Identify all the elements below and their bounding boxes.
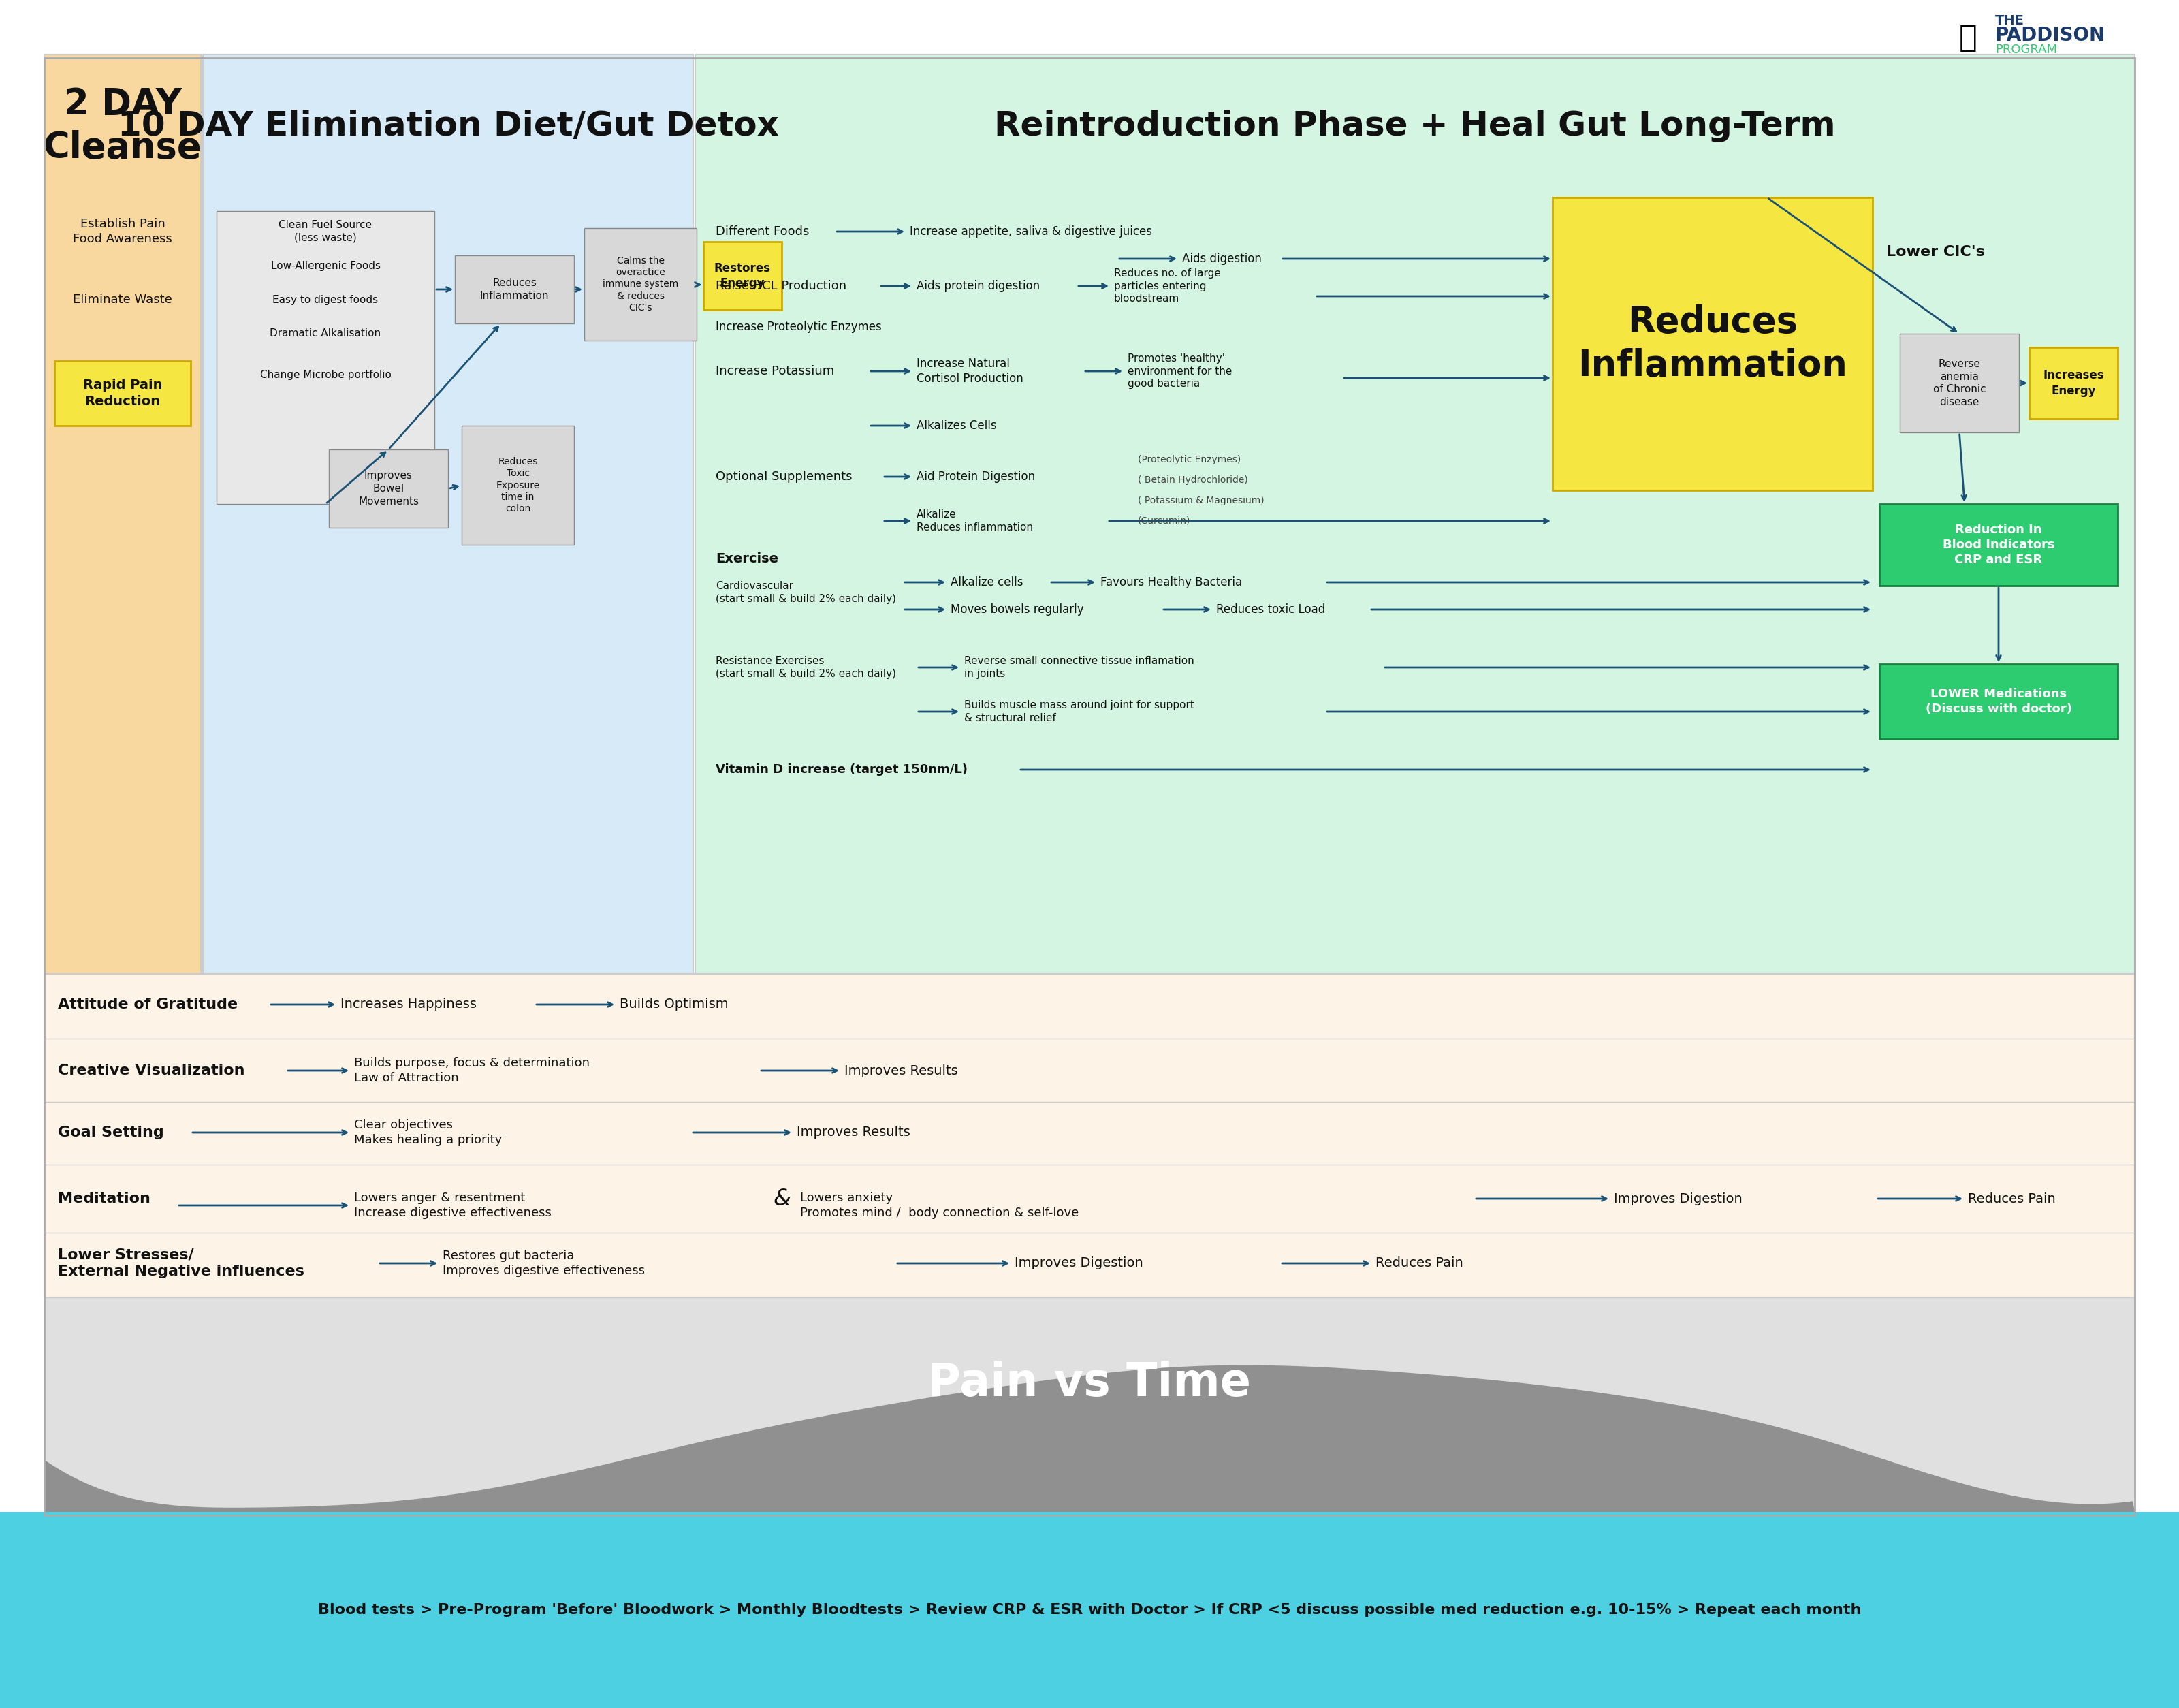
Text: &: & xyxy=(774,1187,791,1209)
Text: Increase appetite, saliva & digestive juices: Increase appetite, saliva & digestive ju… xyxy=(911,225,1153,237)
Bar xyxy=(1551,198,1872,490)
Text: Moves bowels regularly: Moves bowels regularly xyxy=(950,603,1083,615)
Text: Aids protein digestion: Aids protein digestion xyxy=(917,280,1039,292)
Text: Low-Allergenic Foods: Low-Allergenic Foods xyxy=(270,261,381,270)
Text: Reduces
Inflammation: Reduces Inflammation xyxy=(479,278,549,301)
Text: Alkalizes Cells: Alkalizes Cells xyxy=(917,420,996,432)
Text: LOWER Medications
(Discuss with doctor): LOWER Medications (Discuss with doctor) xyxy=(1926,688,2072,716)
Text: Reduces no. of large
particles entering
bloodstream: Reduces no. of large particles entering … xyxy=(1113,268,1220,304)
Text: Dramatic Alkalisation: Dramatic Alkalisation xyxy=(270,328,381,338)
Text: Reverse
anemia
of Chronic
disease: Reverse anemia of Chronic disease xyxy=(1933,359,1985,407)
Bar xyxy=(203,55,693,974)
Bar xyxy=(44,1298,2135,1512)
Text: Attitude of Gratitude: Attitude of Gratitude xyxy=(59,997,238,1011)
Text: Reduction In
Blood Indicators
CRP and ESR: Reduction In Blood Indicators CRP and ES… xyxy=(1941,524,2055,565)
Text: Cardiovascular
(start small & build 2% each daily): Cardiovascular (start small & build 2% e… xyxy=(715,581,896,605)
Bar xyxy=(455,256,573,323)
Text: Lower Stresses/
External Negative influences: Lower Stresses/ External Negative influe… xyxy=(59,1249,305,1279)
Text: Improves Digestion: Improves Digestion xyxy=(1015,1257,1144,1269)
Text: Lowers anxiety
Promotes mind /  body connection & self-love: Lowers anxiety Promotes mind / body conn… xyxy=(800,1192,1079,1220)
Text: Improves
Bowel
Movements: Improves Bowel Movements xyxy=(357,471,418,506)
Text: Improves Results: Improves Results xyxy=(798,1126,911,1139)
Text: Goal Setting: Goal Setting xyxy=(59,1126,163,1139)
Text: Reverse small connective tissue inflamation
in joints: Reverse small connective tissue inflamat… xyxy=(963,656,1194,678)
Text: Increases Happiness: Increases Happiness xyxy=(340,997,477,1011)
Text: Clear objectives
Makes healing a priority: Clear objectives Makes healing a priorit… xyxy=(353,1119,501,1146)
Bar xyxy=(695,55,2135,974)
Text: Clean Fuel Source
(less waste): Clean Fuel Source (less waste) xyxy=(279,220,373,243)
Text: Alkalize cells: Alkalize cells xyxy=(950,576,1024,588)
Bar xyxy=(44,58,2135,1515)
Text: ( Potassium & Magnesium): ( Potassium & Magnesium) xyxy=(1137,495,1264,506)
Text: Reduces Pain: Reduces Pain xyxy=(1968,1192,2055,1206)
Text: Optional Supplements: Optional Supplements xyxy=(715,471,852,483)
Text: Alkalize
Reduces inflammation: Alkalize Reduces inflammation xyxy=(917,509,1033,533)
Text: Aids digestion: Aids digestion xyxy=(1181,253,1262,265)
Bar xyxy=(704,243,782,309)
Text: Pain vs Time: Pain vs Time xyxy=(928,1361,1251,1406)
Text: Calms the
overactice
immune system
& reduces
CIC's: Calms the overactice immune system & red… xyxy=(604,256,678,313)
Text: Reduces Pain: Reduces Pain xyxy=(1375,1257,1462,1269)
Text: 10 DAY Elimination Diet/Gut Detox: 10 DAY Elimination Diet/Gut Detox xyxy=(118,109,778,142)
Text: Promotes 'healthy'
environment for the
good bacteria: Promotes 'healthy' environment for the g… xyxy=(1129,354,1231,389)
Text: Improves Results: Improves Results xyxy=(845,1064,959,1078)
Bar xyxy=(1878,664,2118,740)
Text: Reintroduction Phase + Heal Gut Long-Term: Reintroduction Phase + Heal Gut Long-Ter… xyxy=(994,109,1835,142)
Text: Resistance Exercises
(start small & build 2% each daily): Resistance Exercises (start small & buil… xyxy=(715,656,896,678)
Bar xyxy=(54,360,192,425)
Text: Increase Potassium: Increase Potassium xyxy=(715,366,835,377)
Text: Raise HCL Production: Raise HCL Production xyxy=(715,280,845,292)
Bar xyxy=(584,229,697,340)
Text: Increase Proteolytic Enzymes: Increase Proteolytic Enzymes xyxy=(715,321,882,333)
Text: Blood tests > Pre-Program 'Before' Bloodwork > Monthly Bloodtests > Review CRP &: Blood tests > Pre-Program 'Before' Blood… xyxy=(318,1604,1861,1617)
Text: Meditation: Meditation xyxy=(59,1192,150,1206)
Text: Easy to digest foods: Easy to digest foods xyxy=(272,294,379,304)
Text: Builds muscle mass around joint for support
& structural relief: Builds muscle mass around joint for supp… xyxy=(963,700,1194,722)
Text: Reduces toxic Load: Reduces toxic Load xyxy=(1216,603,1325,615)
Text: Improves Digestion: Improves Digestion xyxy=(1615,1192,1743,1206)
Bar xyxy=(216,212,434,504)
Bar xyxy=(1900,333,2020,432)
Polygon shape xyxy=(44,1365,2135,1512)
Text: PROGRAM: PROGRAM xyxy=(1996,44,2057,56)
Text: Eliminate Waste: Eliminate Waste xyxy=(72,294,172,306)
Text: Reduces
Toxic
Exposure
time in
colon: Reduces Toxic Exposure time in colon xyxy=(497,458,540,514)
Text: Change Microbe portfolio: Change Microbe portfolio xyxy=(259,369,392,379)
Text: (Proteolytic Enzymes): (Proteolytic Enzymes) xyxy=(1137,454,1240,465)
Bar xyxy=(44,974,2135,1298)
Bar xyxy=(0,1512,2179,1708)
Text: Builds purpose, focus & determination
Law of Attraction: Builds purpose, focus & determination La… xyxy=(353,1057,591,1085)
Text: Reduces
Inflammation: Reduces Inflammation xyxy=(1578,304,1848,384)
Bar xyxy=(462,425,573,545)
Text: Lower CIC's: Lower CIC's xyxy=(1887,246,1985,260)
Text: (Curcumin): (Curcumin) xyxy=(1137,516,1190,526)
Text: Rapid Pain
Reduction: Rapid Pain Reduction xyxy=(83,379,161,408)
Text: 🌿: 🌿 xyxy=(1959,22,1976,53)
Text: THE: THE xyxy=(1996,14,2024,27)
Text: 2 DAY
Cleanse: 2 DAY Cleanse xyxy=(44,87,203,166)
Text: Different Foods: Different Foods xyxy=(715,225,808,237)
Text: ( Betain Hydrochloride): ( Betain Hydrochloride) xyxy=(1137,475,1249,485)
Bar xyxy=(2029,347,2118,418)
Text: Establish Pain
Food Awareness: Establish Pain Food Awareness xyxy=(72,219,172,246)
Text: Restores
Energy: Restores Energy xyxy=(715,261,771,289)
Text: Increases
Energy: Increases Energy xyxy=(2044,369,2105,396)
Text: Increase Natural
Cortisol Production: Increase Natural Cortisol Production xyxy=(917,357,1024,384)
Text: PADDISON: PADDISON xyxy=(1996,26,2105,44)
Text: Builds Optimism: Builds Optimism xyxy=(619,997,728,1011)
Text: Creative Visualization: Creative Visualization xyxy=(59,1064,244,1078)
Text: Lowers anger & resentment
Increase digestive effectiveness: Lowers anger & resentment Increase diges… xyxy=(353,1192,551,1220)
Bar xyxy=(329,449,449,528)
Bar xyxy=(0,0,2179,55)
Text: Vitamin D increase (target 150nm/L): Vitamin D increase (target 150nm/L) xyxy=(715,763,967,775)
Text: Restores gut bacteria
Improves digestive effectiveness: Restores gut bacteria Improves digestive… xyxy=(442,1250,645,1278)
Text: Exercise: Exercise xyxy=(715,552,778,565)
Text: Aid Protein Digestion: Aid Protein Digestion xyxy=(917,471,1035,483)
Bar xyxy=(44,55,200,974)
Bar xyxy=(1878,504,2118,586)
Text: Favours Healthy Bacteria: Favours Healthy Bacteria xyxy=(1100,576,1242,588)
